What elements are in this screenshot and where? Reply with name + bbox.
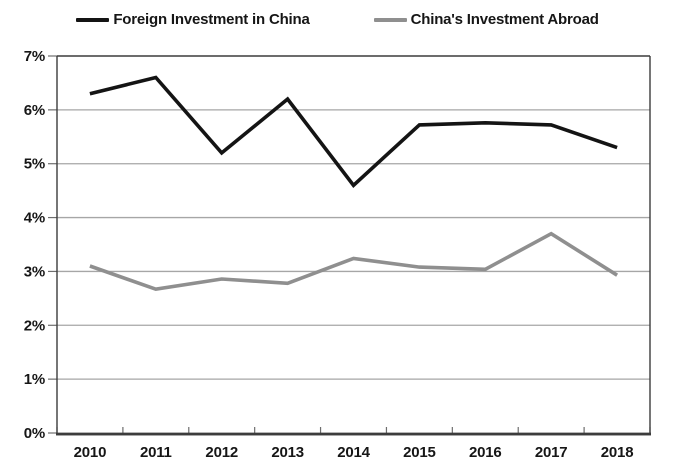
legend-item-foreign-investment-in-china: Foreign Investment in China (76, 11, 310, 28)
y-tick-label: 7% (24, 48, 45, 65)
x-tick-label: 2010 (74, 444, 107, 461)
legend-label-foreign-investment-in-china: Foreign Investment in China (113, 11, 310, 28)
x-tick-label: 2015 (403, 444, 436, 461)
y-tick-label: 6% (24, 102, 45, 119)
y-tick-label: 1% (24, 371, 45, 388)
series-line-foreign-investment-in-china (89, 75, 618, 188)
legend-line-swatch-gray (373, 17, 407, 22)
x-tick-label: 2011 (140, 444, 172, 461)
legend: Foreign Investment in China China's Inve… (0, 11, 675, 28)
x-tick-label: 2017 (535, 444, 568, 461)
x-tick-label: 2013 (271, 444, 304, 461)
legend-line-swatch-black (76, 17, 110, 22)
y-tick-label: 4% (24, 210, 45, 227)
y-tick-label: 3% (24, 263, 45, 280)
y-tick-label: 5% (24, 156, 45, 173)
y-tick-label: 2% (24, 317, 45, 334)
legend-item-chinas-investment-abroad: China's Investment Abroad (373, 11, 599, 28)
y-tick-label: 0% (24, 425, 45, 442)
x-tick-label: 2012 (205, 444, 238, 461)
series-line-china-s-investment-abroad (89, 231, 619, 292)
x-tick-label: 2014 (337, 444, 370, 461)
x-tick-label: 2018 (601, 444, 634, 461)
legend-label-chinas-investment-abroad: China's Investment Abroad (410, 11, 599, 28)
x-tick-label: 2016 (469, 444, 502, 461)
